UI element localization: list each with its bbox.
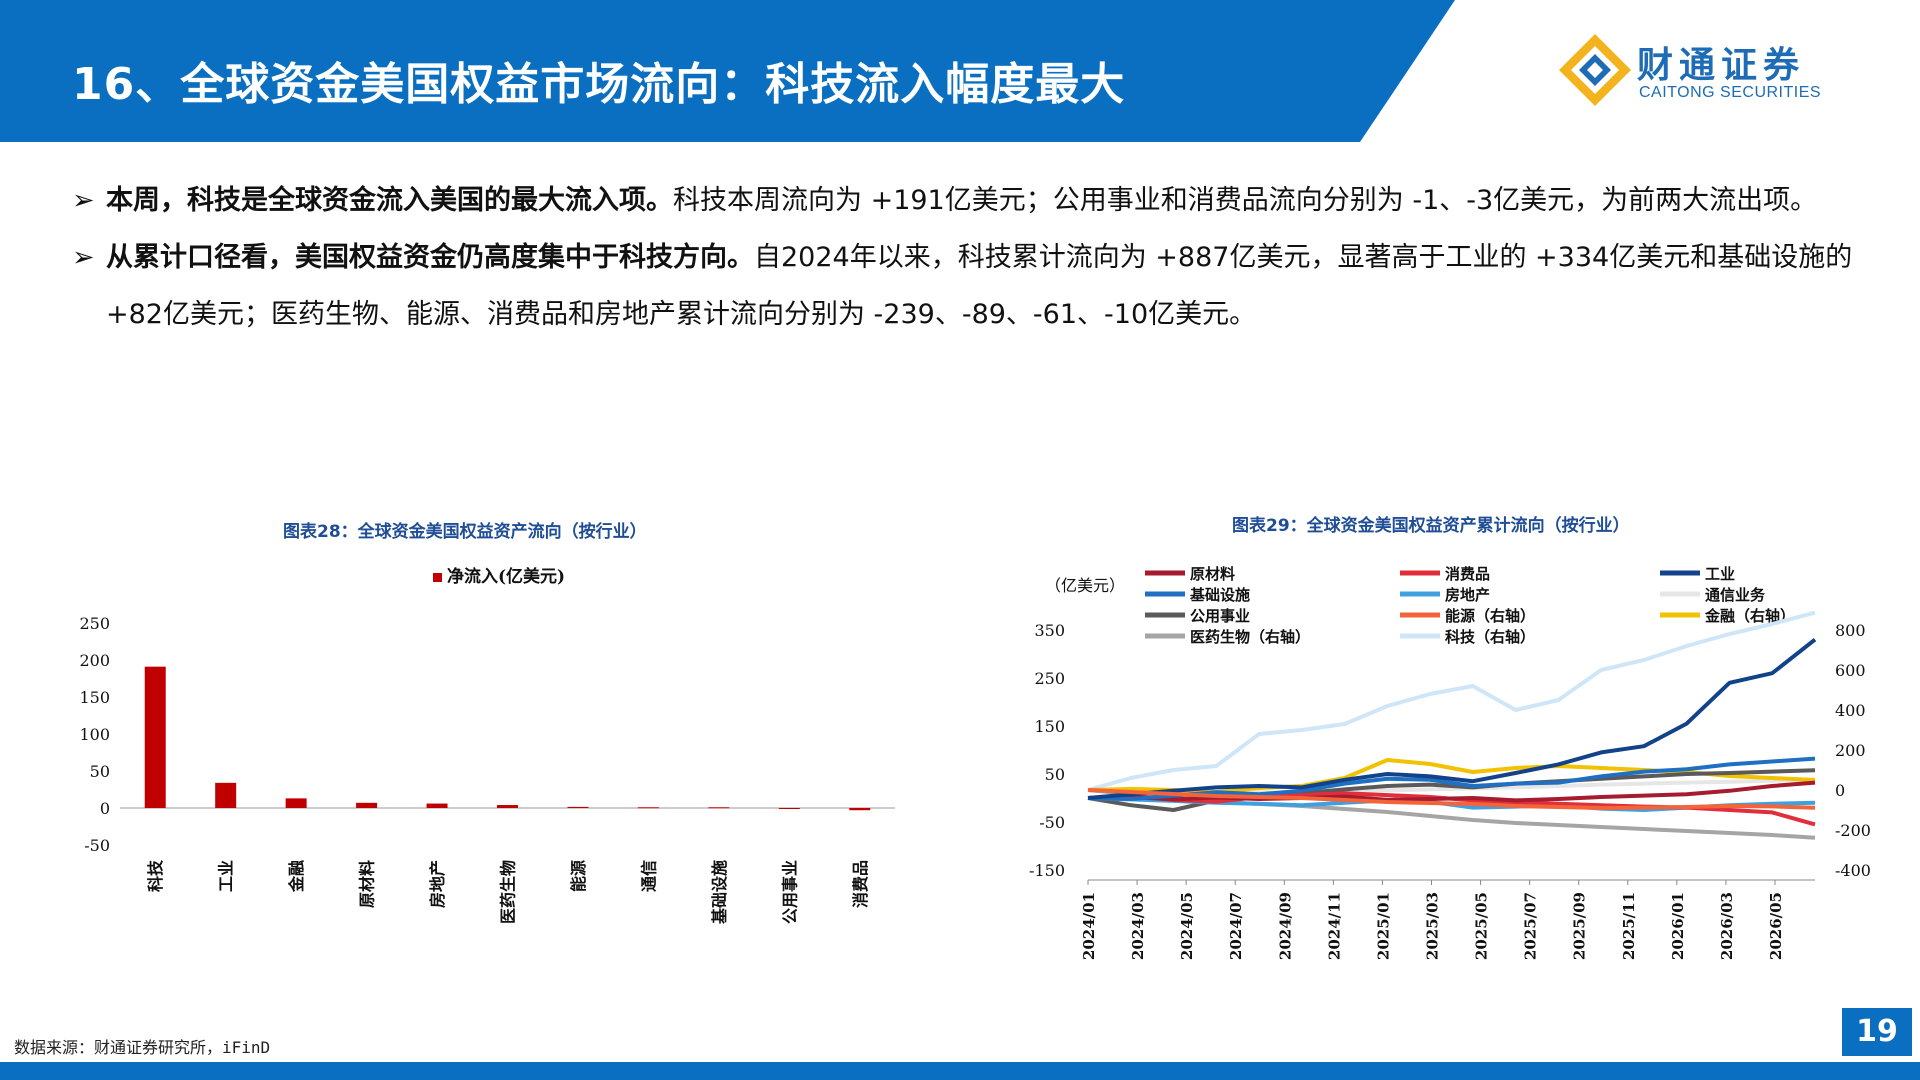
y2-tick-label: 200 [1835,741,1866,760]
y-tick-label: 150 [1034,717,1065,736]
logo-text-en: CAITONG SECURITIES [1639,84,1822,101]
x-tick-label: 2026/03 [1718,892,1736,960]
data-source-note: 数据来源：财通证券研究所，iFinD [14,1038,271,1057]
legend-label: 工业 [1705,565,1735,583]
series-line-能源（右轴） [1087,788,1816,810]
legend-label: 科技（右轴） [1445,628,1535,646]
legend-label: 消费品 [1445,565,1490,583]
x-tick-label: 房地产 [428,860,447,908]
x-tick-label: 2025/09 [1571,892,1589,960]
bar-公用事业 [778,808,800,809]
x-tick-label: 科技 [146,859,165,892]
bar-金融 [285,798,307,808]
y2-tick-label: 400 [1835,701,1866,720]
line-chart: （亿美元） 350 250 150 50 -50 -150 800 600 400 200 0 -200… [1029,565,1871,960]
series-line-原材料 [1087,780,1816,803]
y-tick-label: 100 [79,725,110,744]
x-tick-label: 通信 [639,860,658,892]
bullet-arrow-icon: ➢ [72,242,95,273]
chart-28-title: 图表28：全球资金美国权益资产流向（按行业） [283,522,647,542]
logo-text-cn: 财通证券 [1637,45,1806,86]
y-tick-label: 350 [1034,621,1065,640]
legend-label: 原材料 [1190,565,1235,583]
y-tick-label: 150 [79,688,110,707]
page-title: 16、全球资金美国权益市场流向：科技流入幅度最大 [72,59,1126,110]
y-tick-label: 50 [1045,765,1065,784]
paragraph-2-highlight: 从累计口径看，美国权益资金仍高度集中于科技方向。 [106,242,754,273]
x-tick-label: 2025/07 [1522,892,1540,960]
x-tick-label: 2026/01 [1669,892,1687,960]
legend-label: 净流入(亿美元) [447,566,565,587]
bar-基础设施 [708,807,730,809]
x-tick-label: 2024/11 [1325,892,1343,960]
y-tick-label: 250 [79,614,110,633]
paragraph-1-text: 科技本周流向为 +191亿美元；公用事业和消费品流向分别为 -1、-3亿美元，为… [673,185,1818,216]
x-tick-label: 2024/09 [1276,892,1294,960]
bullet-arrow-icon: ➢ [72,185,95,216]
bar-工业 [215,782,237,808]
series-line-科技（右轴） [1087,610,1816,792]
x-tick-label: 消费品 [851,860,870,908]
bar-医药生物 [497,805,518,808]
x-tick-label: 原材料 [358,860,377,908]
x-tick-label: 2024/07 [1227,892,1245,960]
legend-label: 金融（右轴） [1704,607,1795,625]
page-number: 19 [1842,1008,1912,1056]
y2-tick-label: 600 [1835,661,1866,680]
legend-label: 公用事业 [1190,607,1250,625]
bullet-paragraph-2: ➢ 从累计口径看，美国权益资金仍高度集中于科技方向。自2024年以来，科技累计流… [72,229,1872,343]
y-tick-label: 200 [79,651,110,670]
bar-通信 [637,807,659,809]
y2-tick-label: 800 [1835,621,1866,640]
legend-label: 房地产 [1445,586,1490,604]
y2-tick-label: -200 [1835,821,1871,840]
bar-科技 [144,666,166,808]
x-tick-label: 医药生物 [499,860,518,924]
x-tick-label: 2024/05 [1178,892,1196,960]
y2-tick-label: -400 [1835,861,1871,880]
x-tick-label: 2024/03 [1129,892,1147,960]
legend-label: 医药生物（右轴） [1190,628,1310,646]
series-line-工业 [1087,638,1817,800]
x-tick-label: 基础设施 [710,860,729,925]
legend-label: 基础设施 [1189,586,1250,604]
x-tick-label: 2024/01 [1080,892,1098,960]
bar-房地产 [426,803,448,808]
y-tick-label: -50 [1039,813,1065,832]
bar-chart: 净流入(亿美元) -50 0 50 100 150 200 250 科技 工业 金融 原材料 房地产 医药… [79,566,895,925]
chart-29-title: 图表29：全球资金美国权益资产累计流向（按行业） [1232,516,1630,536]
summary-text: ➢ 本周，科技是全球资金流入美国的最大流入项。科技本周流向为 +191亿美元；公… [72,172,1872,343]
y-tick-label: -150 [1029,861,1065,880]
y-tick-label: 0 [100,799,110,818]
x-tick-label: 2025/01 [1374,892,1392,960]
bullet-paragraph-1: ➢ 本周，科技是全球资金流入美国的最大流入项。科技本周流向为 +191亿美元；公… [72,172,1872,229]
y-tick-label: 50 [90,762,110,781]
series-line-基础设施 [1087,756,1816,801]
paragraph-1-highlight: 本周，科技是全球资金流入美国的最大流入项。 [106,185,673,216]
y-tick-label: 250 [1034,669,1065,688]
bar-能源 [567,806,589,808]
x-tick-label: 2025/03 [1424,892,1442,960]
legend-label: 能源（右轴） [1445,607,1535,625]
legend-swatch [433,573,442,582]
y2-tick-label: 0 [1835,781,1845,800]
x-tick-label: 工业 [217,860,236,892]
bar-消费品 [849,808,871,811]
x-tick-label: 公用事业 [780,860,799,924]
x-tick-label: 金融 [287,860,306,893]
x-tick-label: 2025/05 [1473,892,1491,960]
y-axis-label: （亿美元） [1045,576,1125,595]
company-logo: 财通证券 CAITONG SECURITIES [1555,30,1855,110]
footer-bar [0,1062,1920,1080]
x-tick-label: 能源 [569,860,588,892]
y-tick-label: -50 [84,836,110,855]
x-tick-label: 2025/11 [1620,892,1638,960]
paragraph-2-text: 自2024年以来，科技累计流向为 +887亿美元，显著高于工业的 +334亿美元… [106,242,1853,330]
logo-emblem-icon [1559,34,1631,106]
legend-label: 通信业务 [1705,586,1766,604]
bar-原材料 [356,802,378,808]
header-logo-area [1360,0,1920,142]
x-tick-label: 2026/05 [1767,892,1785,960]
